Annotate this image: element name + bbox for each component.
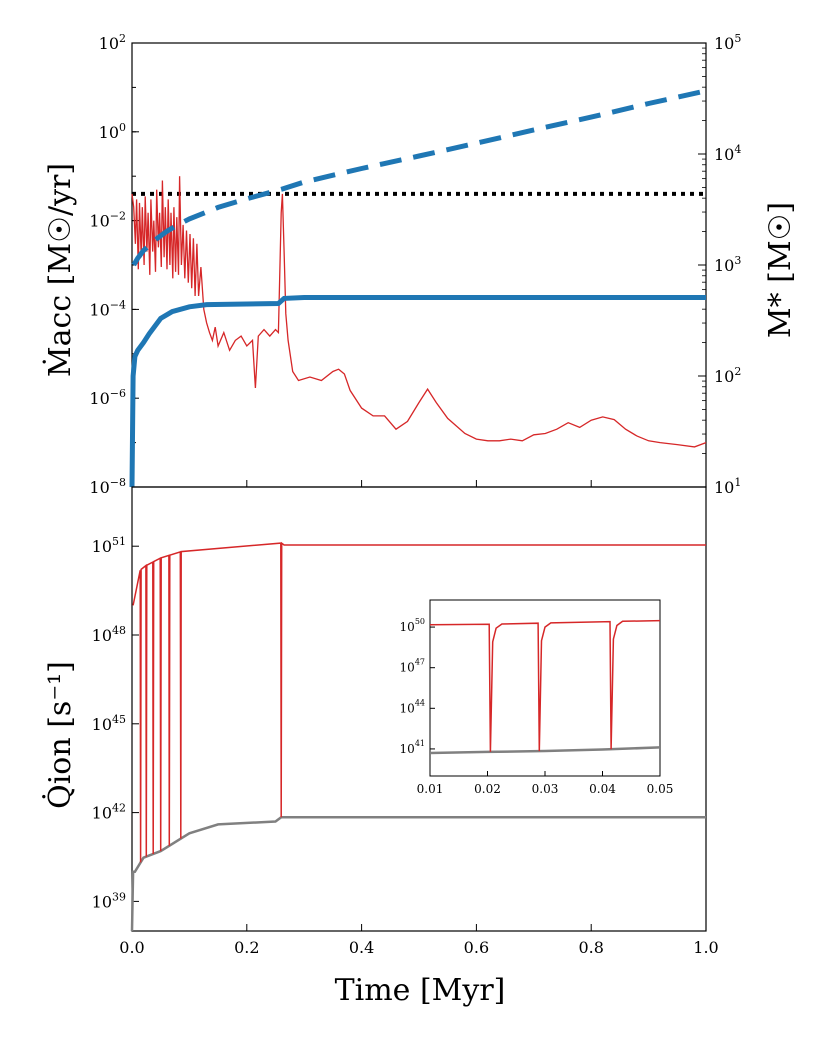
inset-y-tick-label: 1041 xyxy=(400,739,425,756)
bottom-y-tick-label: 1042 xyxy=(92,802,126,823)
stellar-mass-dashed-series xyxy=(131,88,707,267)
bottom-x-tick-label: 0.0 xyxy=(119,938,144,957)
inset-x-tick-label: 0.03 xyxy=(532,782,559,796)
inset-y-tick-label: 1050 xyxy=(400,617,425,634)
bottom-ylabel: Q̇ion [s⁻¹] xyxy=(43,661,78,809)
bottom-x-tick-label: 0.4 xyxy=(349,938,374,957)
stellar-mass-solid-series xyxy=(129,295,706,488)
inset-x-tick-label: 0.04 xyxy=(589,782,616,796)
bottom-y-tick-label: 1048 xyxy=(92,624,126,645)
inset-gray-series xyxy=(429,746,661,755)
bottom-xlabel: Time [Myr] xyxy=(335,973,506,1008)
top-y-tick-label: 10−6 xyxy=(89,387,126,408)
top-y-tick-label: 10−2 xyxy=(89,210,126,231)
bottom-x-tick-label: 0.6 xyxy=(464,938,489,957)
accretion-rate-series xyxy=(131,176,707,448)
bottom-x-tick-label: 1.0 xyxy=(693,938,718,957)
inset-x-tick-label: 0.02 xyxy=(474,782,501,796)
red-ionizing-series xyxy=(132,541,706,863)
top-y2-tick-label: 101 xyxy=(714,476,741,497)
inset-red-series xyxy=(429,619,661,752)
inset-x-tick-label: 0.01 xyxy=(417,782,444,796)
bottom-x-tick-label: 0.2 xyxy=(234,938,259,957)
top-y2-tick-label: 103 xyxy=(714,254,741,275)
inset-x-tick-label: 0.05 xyxy=(647,782,674,796)
top-y-tick-label: 10−8 xyxy=(89,476,126,497)
inset-panel: 1041 1044 1047 1050 0.01 0.02 0.03 0.04 0.05 xyxy=(400,599,674,796)
bottom-panel: 1039 1042 1045 1048 1051 0.0 0.2 0.4 0.6 0.8 1.0 xyxy=(92,486,719,957)
top-y2-tick-label: 102 xyxy=(714,365,741,386)
inset-y-tick-label: 1044 xyxy=(400,698,425,715)
top-ylabel: Ṁacc [M☉/yr] xyxy=(42,163,78,377)
top-y2-tick-label: 105 xyxy=(714,32,741,53)
gray-baseline-series xyxy=(130,815,706,932)
top-y2-tick-label: 104 xyxy=(714,143,741,164)
bottom-frame xyxy=(131,486,707,932)
bottom-y-tick-label: 1051 xyxy=(92,535,126,556)
inset-y-tick-label: 1047 xyxy=(400,658,425,675)
top-y2label: M* [M☉] xyxy=(763,202,798,338)
top-y-tick-label: 100 xyxy=(99,121,126,142)
top-y-tick-label: 10−4 xyxy=(89,298,126,319)
top-y-tick-label: 102 xyxy=(99,32,126,53)
top-panel: 10−8 10−6 10−4 10−2 100 102 101 102 103 104 105 xyxy=(89,32,741,497)
bottom-x-tick-label: 0.8 xyxy=(578,938,603,957)
bottom-y-tick-label: 1039 xyxy=(92,890,126,911)
bottom-y-tick-label: 1045 xyxy=(92,713,126,734)
